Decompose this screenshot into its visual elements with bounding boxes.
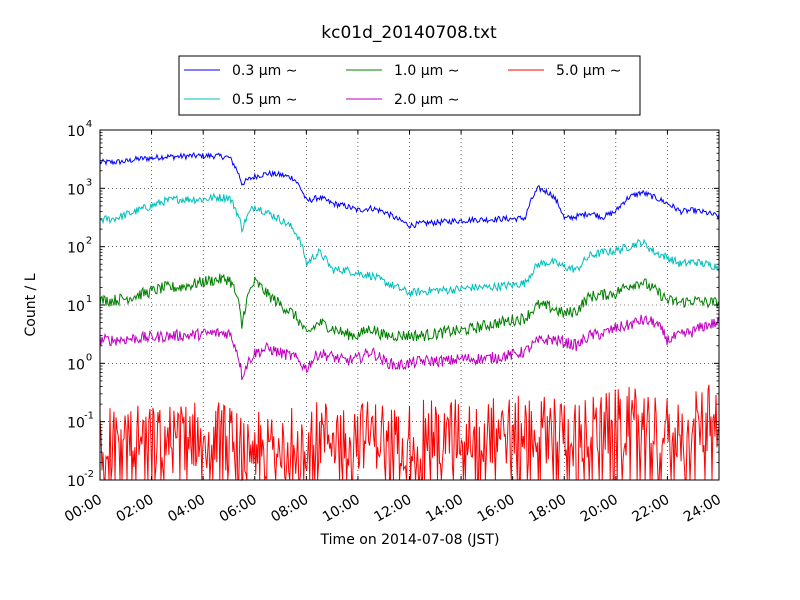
x-tick-label: 24:00 (681, 492, 724, 526)
y-tick-exponent: 4 (86, 119, 92, 130)
series-line (99, 384, 720, 482)
y-tick-exponent: 0 (86, 352, 92, 363)
y-tick-label: 10 (67, 241, 85, 257)
series-line (99, 151, 720, 229)
y-tick-exponent: -1 (84, 411, 94, 422)
y-tick-exponent: 2 (86, 236, 92, 247)
x-tick-label: 12:00 (372, 492, 415, 526)
y-tick-label: 10 (67, 299, 85, 315)
series-line (99, 273, 720, 342)
legend-label: 2.0 μm ∼ (394, 92, 459, 108)
chart-title: kc01d_20140708.txt (321, 23, 497, 43)
x-tick-label: 02:00 (114, 492, 157, 526)
legend-label: 1.0 μm ∼ (394, 63, 459, 79)
x-tick-label: 22:00 (629, 492, 672, 526)
x-tick-label: 18:00 (526, 492, 569, 526)
legend-label: 0.3 μm ∼ (232, 63, 297, 79)
legend-label: 0.5 μm ∼ (232, 92, 297, 108)
y-tick-exponent: 3 (86, 177, 92, 188)
series-lines (99, 151, 720, 482)
x-axis-label: Time on 2014-07-08 (JST) (320, 532, 500, 548)
x-tick-label: 16:00 (475, 492, 518, 526)
series-line (99, 314, 720, 381)
legend: 0.3 μm ∼ 0.5 μm ∼ 1.0 μm ∼ 2.0 μm ∼ 5.0 μm ∼ (178, 55, 641, 116)
series-line (99, 192, 720, 297)
y-tick-exponent: -2 (84, 469, 94, 480)
legend-label: 5.0 μm ∼ (556, 63, 621, 79)
x-tick-label: 00:00 (62, 492, 105, 526)
x-tick-label: 10:00 (320, 492, 363, 526)
y-tick-label: 10 (67, 124, 85, 140)
x-tick-label: 06:00 (217, 492, 260, 526)
legend-frame (178, 55, 641, 116)
y-tick-label: 10 (67, 182, 85, 198)
y-axis-label: Count / L (23, 273, 39, 336)
y-tick-label: 10 (67, 416, 85, 432)
y-tick-exponent: 1 (86, 294, 92, 305)
x-tick-label: 20:00 (578, 492, 621, 526)
y-tick-label: 10 (67, 357, 85, 373)
x-tick-label: 04:00 (165, 492, 208, 526)
x-tick-label: 08:00 (268, 492, 311, 526)
y-tick-label: 10 (67, 474, 85, 490)
x-tick-label: 14:00 (423, 492, 466, 526)
